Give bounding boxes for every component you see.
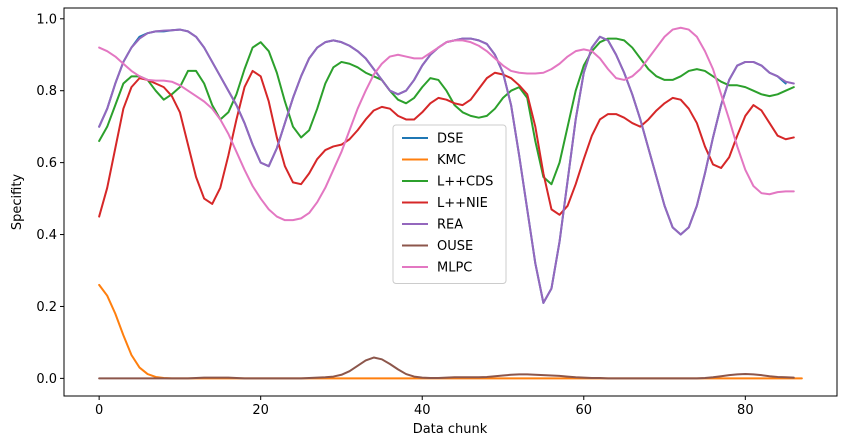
legend: DSE KMC L++CDS L++NIE REA OUSE MLPC bbox=[392, 124, 507, 284]
legend-box bbox=[392, 124, 507, 284]
x-axis: 0 20 40 60 80 bbox=[95, 396, 754, 418]
plot-frame bbox=[63, 7, 838, 397]
legend-label: L++CDS bbox=[437, 175, 493, 190]
x-tick-label: 20 bbox=[252, 403, 269, 418]
y-axis: 0.0 0.2 0.4 0.6 0.8 1.0 bbox=[36, 12, 64, 387]
y-tick-label: 0.4 bbox=[36, 228, 57, 243]
y-tick-label: 0.6 bbox=[36, 156, 57, 171]
series-line-l-cds bbox=[98, 37, 795, 186]
y-tick-label: 0.2 bbox=[36, 300, 57, 315]
x-tick-label: 80 bbox=[737, 403, 754, 418]
legend-label: MLPC bbox=[437, 261, 472, 276]
legend-label: DSE bbox=[437, 132, 463, 147]
y-tick-label: 0.0 bbox=[36, 372, 57, 387]
x-tick-label: 60 bbox=[576, 403, 593, 418]
x-axis-label: Data chunk bbox=[413, 422, 488, 437]
y-tick-label: 0.8 bbox=[36, 84, 57, 99]
legend-label: OUSE bbox=[437, 239, 473, 254]
series-layer bbox=[98, 26, 803, 380]
series-line-ouse bbox=[98, 356, 795, 380]
y-axis-label: Specifity bbox=[10, 174, 25, 231]
legend-label: L++NIE bbox=[437, 196, 488, 211]
legend-label: KMC bbox=[437, 153, 466, 168]
series-line-l-nie bbox=[98, 69, 795, 218]
y-tick-label: 1.0 bbox=[36, 12, 57, 27]
legend-label: REA bbox=[437, 218, 463, 233]
series-line-mlpc bbox=[98, 26, 795, 222]
x-tick-label: 0 bbox=[95, 403, 103, 418]
x-tick-label: 40 bbox=[414, 403, 431, 418]
